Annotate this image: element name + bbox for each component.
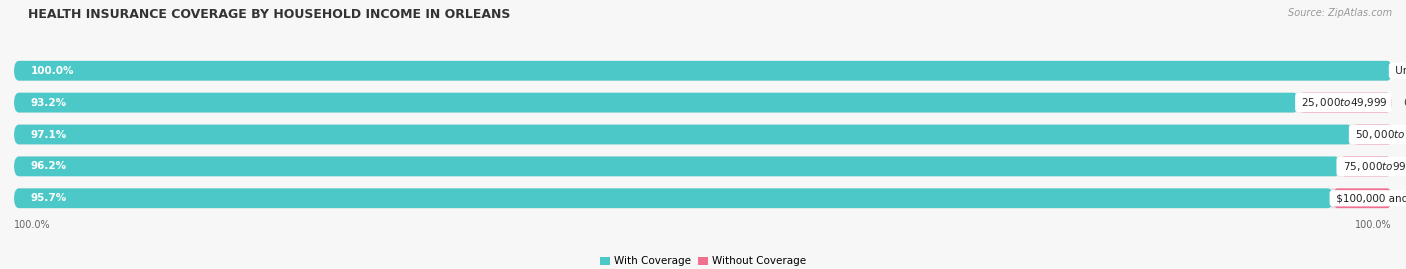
FancyBboxPatch shape — [14, 93, 1392, 112]
Text: 96.2%: 96.2% — [31, 161, 66, 171]
FancyBboxPatch shape — [14, 188, 1392, 208]
Text: 97.1%: 97.1% — [31, 129, 67, 140]
FancyBboxPatch shape — [14, 157, 1340, 176]
Text: $100,000 and over: $100,000 and over — [1333, 193, 1406, 203]
Text: 95.7%: 95.7% — [31, 193, 67, 203]
FancyBboxPatch shape — [1298, 93, 1392, 112]
Text: 4.3%: 4.3% — [1403, 193, 1406, 203]
FancyBboxPatch shape — [14, 125, 1392, 144]
Text: 6.8%: 6.8% — [1403, 98, 1406, 108]
FancyBboxPatch shape — [14, 188, 1333, 208]
Text: $50,000 to $74,999: $50,000 to $74,999 — [1353, 128, 1406, 141]
FancyBboxPatch shape — [14, 157, 1392, 176]
Text: HEALTH INSURANCE COVERAGE BY HOUSEHOLD INCOME IN ORLEANS: HEALTH INSURANCE COVERAGE BY HOUSEHOLD I… — [28, 8, 510, 21]
FancyBboxPatch shape — [14, 61, 1392, 81]
FancyBboxPatch shape — [1353, 125, 1393, 144]
Text: $75,000 to $99,999: $75,000 to $99,999 — [1340, 160, 1406, 173]
Text: 100.0%: 100.0% — [14, 220, 51, 230]
FancyBboxPatch shape — [14, 125, 1353, 144]
FancyBboxPatch shape — [1333, 188, 1392, 208]
Text: Under $25,000: Under $25,000 — [1392, 66, 1406, 76]
Text: 0.0%: 0.0% — [1403, 66, 1406, 76]
Text: 3.8%: 3.8% — [1403, 161, 1406, 171]
Text: 93.2%: 93.2% — [31, 98, 66, 108]
Text: 100.0%: 100.0% — [31, 66, 75, 76]
Text: Source: ZipAtlas.com: Source: ZipAtlas.com — [1288, 8, 1392, 18]
Legend: With Coverage, Without Coverage: With Coverage, Without Coverage — [596, 252, 810, 269]
Text: 100.0%: 100.0% — [1355, 220, 1392, 230]
FancyBboxPatch shape — [14, 93, 1298, 112]
FancyBboxPatch shape — [14, 61, 1392, 81]
FancyBboxPatch shape — [1340, 157, 1392, 176]
Text: 3.0%: 3.0% — [1405, 129, 1406, 140]
Text: $25,000 to $49,999: $25,000 to $49,999 — [1298, 96, 1389, 109]
